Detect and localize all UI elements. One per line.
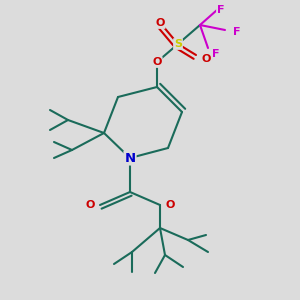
Text: F: F [233,27,241,37]
Text: F: F [217,5,224,15]
Text: F: F [212,49,220,59]
Text: S: S [174,39,182,49]
Text: O: O [152,57,162,67]
Text: O: O [201,54,211,64]
Text: O: O [155,18,165,28]
Text: O: O [165,200,175,210]
Text: O: O [85,200,95,210]
Text: N: N [124,152,136,164]
